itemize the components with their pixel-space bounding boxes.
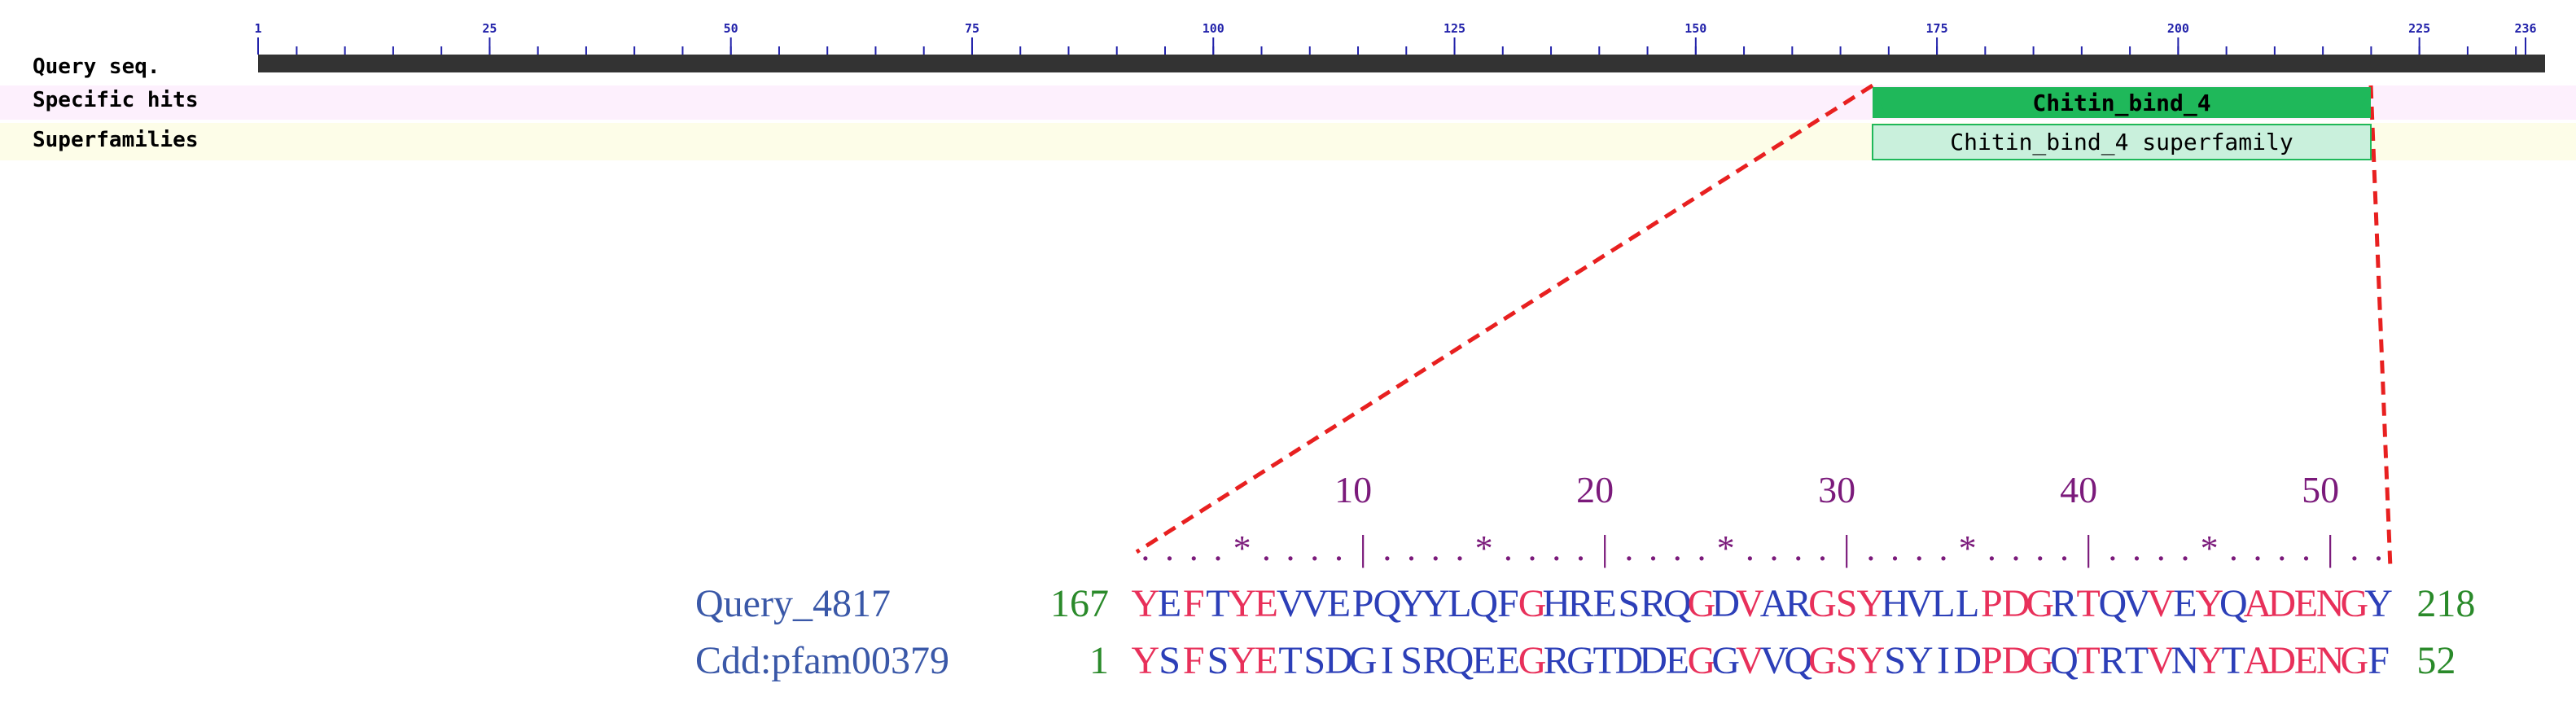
- query-bar: [258, 55, 2545, 72]
- ruler-label: 175: [1926, 21, 1948, 36]
- ruler-label: 75: [965, 21, 979, 36]
- row-name: Cdd:pfam00379: [695, 639, 949, 682]
- specific-hit-domain[interactable]: [1873, 87, 2371, 118]
- track-label: Query seq.: [33, 55, 160, 79]
- row-end: 52: [2416, 639, 2456, 682]
- alignment-ruler: .... *.... |.... *.... |.... *.... |.... *.... |…: [1141, 528, 2383, 568]
- row-name: Query_4817: [695, 582, 891, 625]
- specific-hit-label[interactable]: Chitin_bind_4: [2032, 90, 2210, 116]
- track-label: Specific hits: [33, 88, 199, 112]
- ruler-label: 100: [1203, 21, 1224, 36]
- zoom-line: [2368, 85, 2393, 569]
- row-sequence: YEFTYEVVEPQYYLQFGHRESRQGDVARGSYHVLLPDGRT…: [1132, 582, 2393, 625]
- superfamily-label[interactable]: Chitin_bind_4 superfamily: [1950, 129, 2293, 156]
- track-label: Superfamilies: [33, 128, 199, 152]
- ruler-label: 236: [2514, 21, 2536, 36]
- row-sequence: YSFSYETSDGI SRQEEGRGTDDEGGVVQGSYSYIDPDGQT…: [1132, 639, 2390, 682]
- ruler-label: 150: [1684, 21, 1706, 36]
- row-start: 167: [1050, 582, 1109, 625]
- alignment-ruler-number: 50: [2302, 469, 2339, 510]
- ruler-label: 1: [254, 21, 261, 36]
- row-end: 218: [2416, 582, 2475, 625]
- ruler-label: 25: [482, 21, 497, 36]
- row-start: 1: [1089, 639, 1109, 682]
- zoom-line: [1135, 83, 1874, 554]
- ruler-label: 50: [724, 21, 738, 36]
- ruler-label: 225: [2408, 21, 2430, 36]
- superfamily-domain[interactable]: [1872, 124, 2372, 160]
- ruler-label: 125: [1444, 21, 1465, 36]
- alignment-ruler-number: 40: [2060, 469, 2097, 510]
- alignment-ruler-number: 30: [1818, 469, 1855, 510]
- ruler-label: 200: [2167, 21, 2189, 36]
- alignment-ruler-number: 20: [1576, 469, 1614, 510]
- alignment-ruler-number: 10: [1334, 469, 1372, 510]
